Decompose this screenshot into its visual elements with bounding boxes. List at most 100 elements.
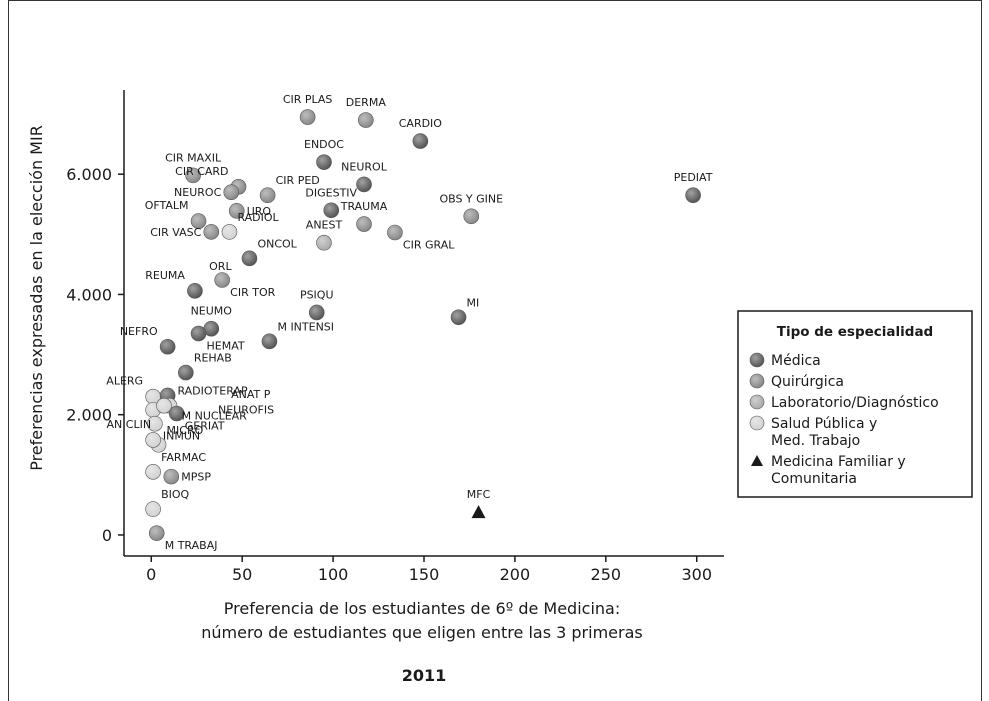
data-points (145, 109, 701, 541)
point-m-nuclear-label: M NUCLEAR (182, 409, 248, 422)
y-axis-title: Preferencias expresadas en la elección M… (27, 125, 46, 471)
x-tick-label: 200 (500, 565, 531, 584)
point-anat-p-label: ANAT P (231, 388, 271, 401)
point-reuma-label: REUMA (145, 269, 185, 282)
point-cir-gral-label: CIR GRAL (403, 239, 455, 252)
legend-box (737, 310, 973, 498)
x-tick-label: 300 (681, 565, 712, 584)
point-mpsp (163, 468, 180, 485)
point-neuroc (223, 184, 240, 201)
legend-item-mfc-marker (751, 455, 763, 466)
point-digestiv-label: DIGESTIV (305, 186, 357, 199)
point-endoc-label: ENDOC (304, 138, 344, 151)
point-radiol-label: RADIOL (237, 211, 279, 224)
legend-item-mfc-label: Comunitaria (771, 471, 857, 487)
point-rehab-label: REHAB (194, 352, 232, 365)
y-tick-label: 6.000 (66, 165, 112, 184)
point-hemat-label: HEMAT (207, 340, 245, 353)
point-cardio-label: CARDIO (399, 117, 443, 130)
legend: Tipo de especialidad Médica Quirúrgica Lab… (737, 310, 973, 498)
point-radiol (221, 224, 238, 240)
point-cir-vasc-label: CIR VASC (150, 226, 201, 239)
y-tick-label: 4.000 (66, 285, 112, 304)
point-cir-tor (214, 272, 230, 288)
point-cir-maxil (185, 167, 201, 184)
point-m-trabaj (148, 525, 165, 541)
point-endoc (316, 154, 332, 170)
legend-item-laboratorio-marker (749, 394, 765, 410)
point-neuroc-label: NEUROC (174, 186, 222, 199)
point-bioq (145, 501, 161, 517)
x-axis-title-line2: número de estudiantes que eligen entre l… (201, 623, 642, 642)
legend-item-salud-label: Med. Trabajo (771, 433, 860, 449)
point-micro-label: MICRO (167, 424, 204, 437)
x-tick-label: 250 (591, 565, 622, 584)
legend-item-quirurgica-label: Quirúrgica (771, 374, 844, 390)
point-inmun-label: INMUN (163, 430, 200, 443)
legend-items: Médica Quirúrgica Laboratorio/Diagnóstico S… (749, 352, 939, 487)
point-pediat (685, 187, 701, 204)
point-cir-ped-label: CIR PED (276, 174, 320, 187)
point-farmac-label: FARMAC (161, 451, 206, 464)
legend-item-medica-label: Médica (771, 353, 821, 369)
point-mi-label: MI (467, 296, 480, 309)
point-orl-label: ORL (209, 260, 232, 273)
point-oncol (241, 250, 258, 267)
figure-frame (8, 0, 982, 701)
point-mfc-label: MFC (467, 488, 491, 501)
point-an-clin (145, 432, 161, 448)
point-uro (228, 203, 245, 219)
point-psiqu (308, 304, 325, 321)
point-anest (316, 234, 332, 251)
x-axis-title-line1: Preferencia de los estudiantes de 6º de … (224, 599, 620, 618)
legend-item-medica: Médica (749, 352, 821, 369)
legend-item-quirurgica-marker (749, 373, 765, 389)
legend-item-medica-marker (749, 352, 765, 368)
point-m-trabaj-label: M TRABAJ (165, 539, 218, 552)
point-cir-plas-label: CIR PLAS (283, 93, 333, 106)
legend-item-laboratorio-label: Laboratorio/Diagnóstico (771, 395, 939, 411)
point-an-clin-label: AN CLIN (107, 418, 152, 431)
point-farmac (145, 464, 161, 480)
point-nefro-label: NEFRO (120, 325, 158, 338)
point-trauma (356, 216, 372, 232)
point-mi (450, 309, 467, 326)
point-m-intensi-label: M INTENSI (277, 320, 334, 333)
point-geriat (168, 405, 185, 422)
point-obs-y-gine (463, 208, 480, 225)
point-radioterap-label: RADIOTERAP (177, 385, 247, 398)
point-neurol (356, 176, 372, 193)
point-oftalm (190, 213, 207, 229)
point-mpsp-label: MPSP (181, 471, 211, 484)
point-digestiv (323, 202, 340, 219)
point-obs-y-gine-label: OBS Y GINE (439, 192, 503, 205)
point-neurofis (156, 397, 172, 414)
point-labels: CIR PLAS DERMA CARDIO ENDOC NEUROL PEDIAT CIR … (106, 93, 712, 552)
point-anest-label: ANEST (306, 219, 343, 232)
point-uro-label: URO (247, 205, 272, 218)
legend-item-laboratorio: Laboratorio/Diagnóstico (749, 394, 939, 411)
y-ticks: 0 2.000 4.000 6.000 (66, 165, 124, 545)
point-neumo-label: NEUMO (191, 305, 233, 318)
point-cardio (412, 133, 429, 149)
legend-title: Tipo de especialidad (777, 324, 933, 340)
chart-caption-year: 2011 (402, 666, 447, 685)
legend-item-mfc-label: Medicina Familiar y (771, 454, 906, 470)
x-tick-label: 100 (318, 565, 349, 584)
point-cir-tor-label: CIR TOR (230, 286, 275, 299)
point-derma-label: DERMA (346, 96, 387, 109)
y-tick-label: 2.000 (66, 406, 112, 425)
point-pediat-label: PEDIAT (674, 171, 713, 184)
point-geriat-label: GERIAT (185, 419, 225, 432)
point-neurol-label: NEUROL (341, 160, 388, 173)
point-inmun (147, 415, 163, 432)
point-m-intensi (261, 333, 278, 350)
point-hemat (190, 325, 207, 342)
point-derma (358, 112, 374, 128)
point-rehab (178, 364, 194, 381)
point-cir-gral (387, 224, 403, 241)
y-tick-label: 0 (102, 526, 112, 545)
